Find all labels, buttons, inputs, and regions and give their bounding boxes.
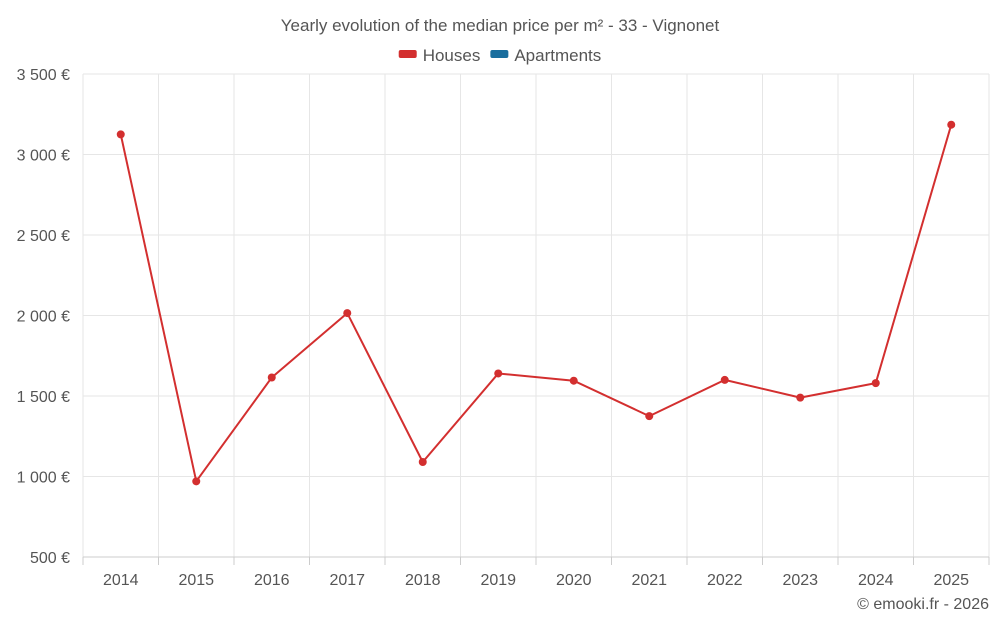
legend-label: Apartments (514, 46, 601, 65)
data-point-houses[interactable] (192, 477, 201, 486)
x-tick-label: 2019 (480, 572, 516, 589)
data-point-houses[interactable] (116, 130, 125, 139)
data-point-houses[interactable] (796, 393, 805, 402)
data-point-houses[interactable] (494, 369, 503, 378)
x-tick-label: 2016 (254, 572, 290, 589)
credit-text: © emooki.fr - 2026 (857, 596, 989, 613)
x-tick-label: 2024 (858, 572, 894, 589)
x-tick-label: 2025 (933, 572, 969, 589)
y-tick-label: 1 000 € (17, 470, 70, 487)
series-line-houses (119, 124, 953, 483)
y-tick-label: 3 500 € (17, 67, 70, 84)
data-point-houses[interactable] (720, 375, 729, 384)
grid (82, 73, 990, 558)
x-tick-label: 2017 (329, 572, 365, 589)
y-tick-label: 2 500 € (17, 228, 70, 245)
legend-label: Houses (423, 46, 481, 65)
data-point-houses[interactable] (418, 458, 427, 467)
y-tick-label: 2 000 € (17, 309, 70, 326)
data-point-houses[interactable] (569, 376, 578, 385)
series-layer (116, 120, 956, 486)
data-point-houses[interactable] (343, 309, 352, 318)
y-tick-label: 3 000 € (17, 148, 70, 165)
x-tick-label: 2020 (556, 572, 592, 589)
chart-title: Yearly evolution of the median price per… (281, 16, 720, 35)
x-tick-label: 2022 (707, 572, 743, 589)
legend-swatch (490, 50, 509, 58)
legend: Houses Apartments (398, 46, 601, 65)
x-tick-label: 2018 (405, 572, 441, 589)
y-tick-label: 500 € (30, 550, 70, 567)
x-tick-label: 2015 (178, 572, 214, 589)
data-point-houses[interactable] (871, 379, 880, 388)
x-tick-label: 2014 (103, 572, 139, 589)
x-tick-label: 2023 (782, 572, 818, 589)
data-point-houses[interactable] (947, 120, 956, 129)
x-axis: 2014 2015 2016 2017 2018 2019 2020 2021 2022 2023… (82, 556, 990, 589)
legend-swatch (398, 50, 417, 58)
x-tick-label: 2021 (631, 572, 667, 589)
data-point-houses[interactable] (267, 373, 276, 382)
data-point-houses[interactable] (645, 412, 654, 421)
legend-item-apartments[interactable]: Apartments (490, 46, 601, 65)
y-axis: 500 € 1 000 € 1 500 € 2 000 € 2 500 € 3 000 €… (17, 67, 70, 567)
y-tick-label: 1 500 € (17, 389, 70, 406)
legend-item-houses[interactable]: Houses (398, 46, 481, 65)
